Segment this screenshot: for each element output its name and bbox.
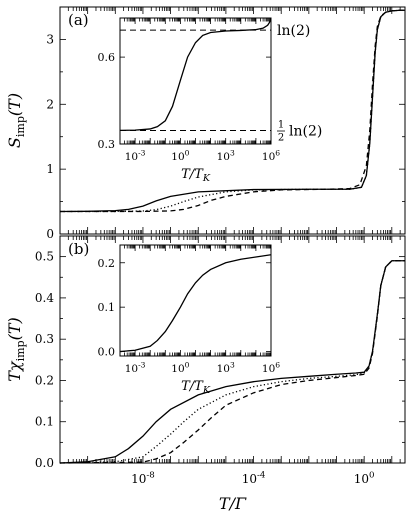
panel-b-xtick-label-base: 10 xyxy=(354,472,369,486)
panel-b-inset-xlabel-main: T/T xyxy=(181,379,204,394)
panel-a-ylabel-arg: (T) xyxy=(5,93,24,116)
panel-a-inset-frame xyxy=(119,17,272,145)
panel-a-inset-ytick-label: 0.3 xyxy=(98,138,116,151)
panel-b-ytick-label: 0.2 xyxy=(35,373,54,387)
panel-b-inset-xtick-label-exp: 0 xyxy=(185,360,190,369)
panel-b-inset-ytick-label: 0.1 xyxy=(98,301,116,314)
panel-a-inset-series-solid xyxy=(120,18,271,132)
panel-a-inset-xtick-label-base: 10 xyxy=(262,151,275,163)
panel-a-ylabel-main: S xyxy=(5,137,24,148)
panel-a-inset-xtick-label-exp: 3 xyxy=(230,148,235,157)
panel-b-inset-xtick-label-base: 10 xyxy=(171,363,184,375)
panel-a-ytick-label: 3 xyxy=(46,32,54,46)
panel-a-inset-xtick-label: 106 xyxy=(262,148,280,163)
panel-b-inset-curves xyxy=(120,254,271,353)
panel-a-inset-xtick-label: 103 xyxy=(217,148,235,163)
panel-b-xtick-label: 100 xyxy=(354,471,375,486)
panel-b-inset-xtick-label-base: 10 xyxy=(262,363,275,375)
panel-a-inset-xtick-label-base: 10 xyxy=(171,151,184,163)
panel-b-series-dashed xyxy=(59,260,405,464)
panel-a-inset-refline-frac-num: 1 xyxy=(278,120,284,131)
panel-b-inset-series-solid xyxy=(120,254,271,353)
panel-b-ylabel-main: Tχ xyxy=(5,360,24,382)
panel-b-inset-xtick-label: 103 xyxy=(217,360,235,375)
panel-b-inset-xlabel: T/TK xyxy=(181,379,211,396)
panel-a-inset-xtick-label-exp: -3 xyxy=(138,148,146,157)
panel-b-label: (b) xyxy=(68,240,89,258)
panel-a-inset-xlabel-main: T/T xyxy=(181,167,204,182)
panel-b-xtick-label: 10-4 xyxy=(242,471,266,486)
panel-a-inset-xtick-label: 100 xyxy=(171,148,189,163)
panel-a-ytick-label: 0 xyxy=(46,227,54,241)
panel-b-inset-xtick-label-exp: 3 xyxy=(230,360,235,369)
panel-a-inset-xtick-label-base: 10 xyxy=(217,151,230,163)
panel-a-frame xyxy=(59,6,406,235)
panel-b-xtick-label-exp: -8 xyxy=(146,471,154,481)
panel-a-series-dashed xyxy=(59,9,405,213)
panel-a-inset-xlabel: T/TK xyxy=(181,167,211,184)
panel-b-inset-xtick-label: 10-3 xyxy=(125,360,146,375)
panel-b-inset-ytick-label: 0.0 xyxy=(98,346,116,359)
panel-a-ylabel: Simp(T) xyxy=(5,93,27,148)
panel-b-inset-frame xyxy=(119,244,272,357)
panel-b-inset-bg xyxy=(120,245,271,356)
panel-a-inset-xtick-label-base: 10 xyxy=(125,151,138,163)
panel-a-inset-xtick-label-exp: 0 xyxy=(185,148,190,157)
panel-b-inset-xtick-label-base: 10 xyxy=(125,363,138,375)
panel-b-ytick-label: 0.4 xyxy=(35,291,54,305)
panel-b-inset-xtick-label-base: 10 xyxy=(217,363,230,375)
panel-b-ylabel: Tχimp(T) xyxy=(5,317,27,382)
panel-a-ytick-label: 1 xyxy=(46,162,54,176)
panel-a-inset-xtick-label: 10-3 xyxy=(125,148,146,163)
panel-a-inset-refline-label: ln(2) xyxy=(277,23,310,39)
panel-b-inset-xlabel-sub: K xyxy=(202,385,211,396)
panel-b-inset-xtick-label-exp: -3 xyxy=(138,360,146,369)
panel-a-inset-bg xyxy=(120,18,271,144)
panel-a-inset-refline-frac-den: 2 xyxy=(278,133,284,144)
panel-b-xtick-label-exp: 0 xyxy=(369,471,375,481)
panel-b-xlabel: T/Γ xyxy=(219,494,247,513)
panel-b-inset-xtick-label: 100 xyxy=(171,360,189,375)
panel-a-inset-curves xyxy=(120,18,271,132)
panel-b-xtick-label: 10-8 xyxy=(131,471,155,486)
panel-b-ylabel-sub: imp xyxy=(14,340,27,361)
panel-a-inset-refline-label: ln(2) xyxy=(289,124,322,140)
panel-b-xtick-label-base: 10 xyxy=(131,472,146,486)
panel-a-label: (a) xyxy=(68,11,89,29)
panel-a-ylabel-sub: imp xyxy=(14,116,27,137)
panel-b-xtick-label-exp: -4 xyxy=(257,471,266,481)
panel-b-inset-ytick-label: 0.2 xyxy=(98,257,116,270)
panel-b-ytick-label: 0.3 xyxy=(35,332,54,346)
panel-b-xtick-label-base: 10 xyxy=(242,472,257,486)
panel-b-ytick-label: 0.5 xyxy=(35,250,54,264)
panel-a-inset-xtick-label-exp: 6 xyxy=(275,148,280,157)
panel-a-ytick-label: 2 xyxy=(46,97,54,111)
panel-b-inset-xtick-label-exp: 6 xyxy=(275,360,280,369)
panel-b-ytick-label: 0.1 xyxy=(35,415,54,429)
panel-b-frame xyxy=(59,235,406,464)
panel-b-ytick-label: 0.0 xyxy=(35,456,54,470)
panel-a-inset-xlabel-sub: K xyxy=(202,173,211,184)
panel-b-ylabel-arg: (T) xyxy=(5,317,24,340)
panel-b-inset-xtick-label: 106 xyxy=(262,360,280,375)
panel-a-inset-ytick-label: 0.6 xyxy=(98,51,116,64)
